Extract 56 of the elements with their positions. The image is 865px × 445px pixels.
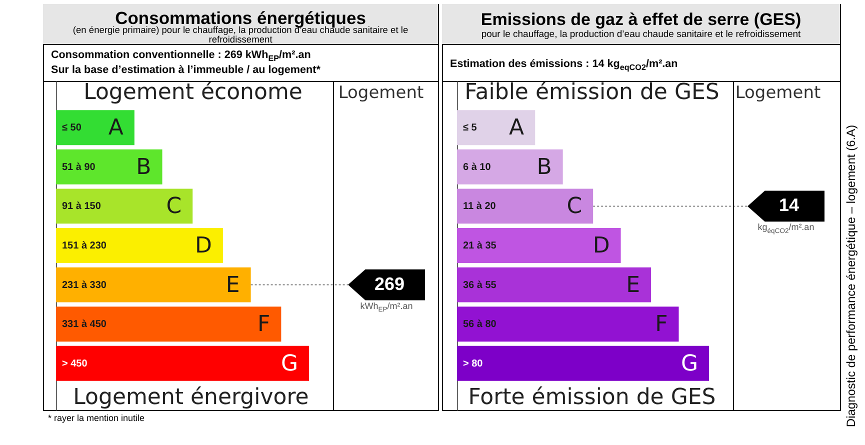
annotation: G <box>280 351 298 376</box>
annotation: B <box>536 154 552 180</box>
text: Sur la base d’estimation à l’immeuble / au logement* <box>51 64 322 76</box>
y-tick-label: 36 à 55 <box>463 280 497 291</box>
y-tick-label: 231 à 330 <box>62 280 107 291</box>
annotation: B <box>136 154 152 180</box>
chart-subtitle: pour le chauffage, la production d’eau chaude sanitaire et le refroidissement <box>481 29 802 40</box>
bar <box>56 149 162 184</box>
annotation: Forte émission de GES <box>468 385 716 410</box>
annotation: E <box>226 272 240 298</box>
y-tick-label: 11 à 20 <box>463 201 496 212</box>
bar <box>457 346 709 381</box>
bar <box>457 306 679 342</box>
text: * rayer la mention inutile <box>48 413 145 423</box>
y-tick-label: > 450 <box>62 358 88 370</box>
annotation: F <box>655 312 668 338</box>
bar <box>56 306 282 342</box>
y-tick-label: 91 à 150 <box>62 201 102 212</box>
annotation: Logement économe <box>84 80 302 105</box>
chart-subtitle: (en énergie primaire) pour le chauffage, la production d’eau chaude sanitaire et le refroidissement <box>72 25 408 44</box>
annotation: A <box>509 116 524 141</box>
annotation: C <box>566 194 582 220</box>
bar <box>457 267 652 302</box>
bar <box>457 228 621 263</box>
y-tick-label: ≤ 50 <box>62 122 82 134</box>
annotation: A <box>108 116 124 141</box>
chart-title: Emissions de gaz à effet de serre (GES) <box>480 10 802 29</box>
bar <box>56 188 193 224</box>
annotation: D <box>592 234 610 258</box>
annotation: C <box>166 194 182 220</box>
text: Logement <box>338 83 424 103</box>
annotation: Logement énergivore <box>73 385 309 410</box>
y-tick-label: > 80 <box>463 358 484 370</box>
bar <box>457 188 594 224</box>
y-tick-label: 6 à 10 <box>463 162 492 173</box>
ref-line-label: 269 <box>374 274 405 294</box>
bar <box>457 149 563 184</box>
bar <box>56 228 223 263</box>
bar <box>56 346 309 381</box>
bar <box>56 267 251 302</box>
text: Diagnostic de performance énergétique – logement (6.A) <box>844 124 858 428</box>
y-tick-label: ≤ 5 <box>463 122 478 134</box>
y-tick-label: 151 à 230 <box>62 240 107 252</box>
bar <box>457 110 536 146</box>
annotation: E <box>626 272 640 298</box>
text: Logement <box>735 83 821 103</box>
y-tick-label: 51 à 90 <box>62 162 96 173</box>
annotation: D <box>195 234 212 258</box>
annotation: Faible émission de GES <box>464 80 720 105</box>
y-tick-label: 21 à 35 <box>463 240 497 252</box>
y-tick-label: 56 à 80 <box>463 319 497 330</box>
ref-line-label: 14 <box>778 195 800 216</box>
y-tick-label: 331 à 450 <box>62 319 107 330</box>
annotation: G <box>680 351 698 376</box>
annotation: F <box>258 312 270 338</box>
bar <box>56 110 134 146</box>
